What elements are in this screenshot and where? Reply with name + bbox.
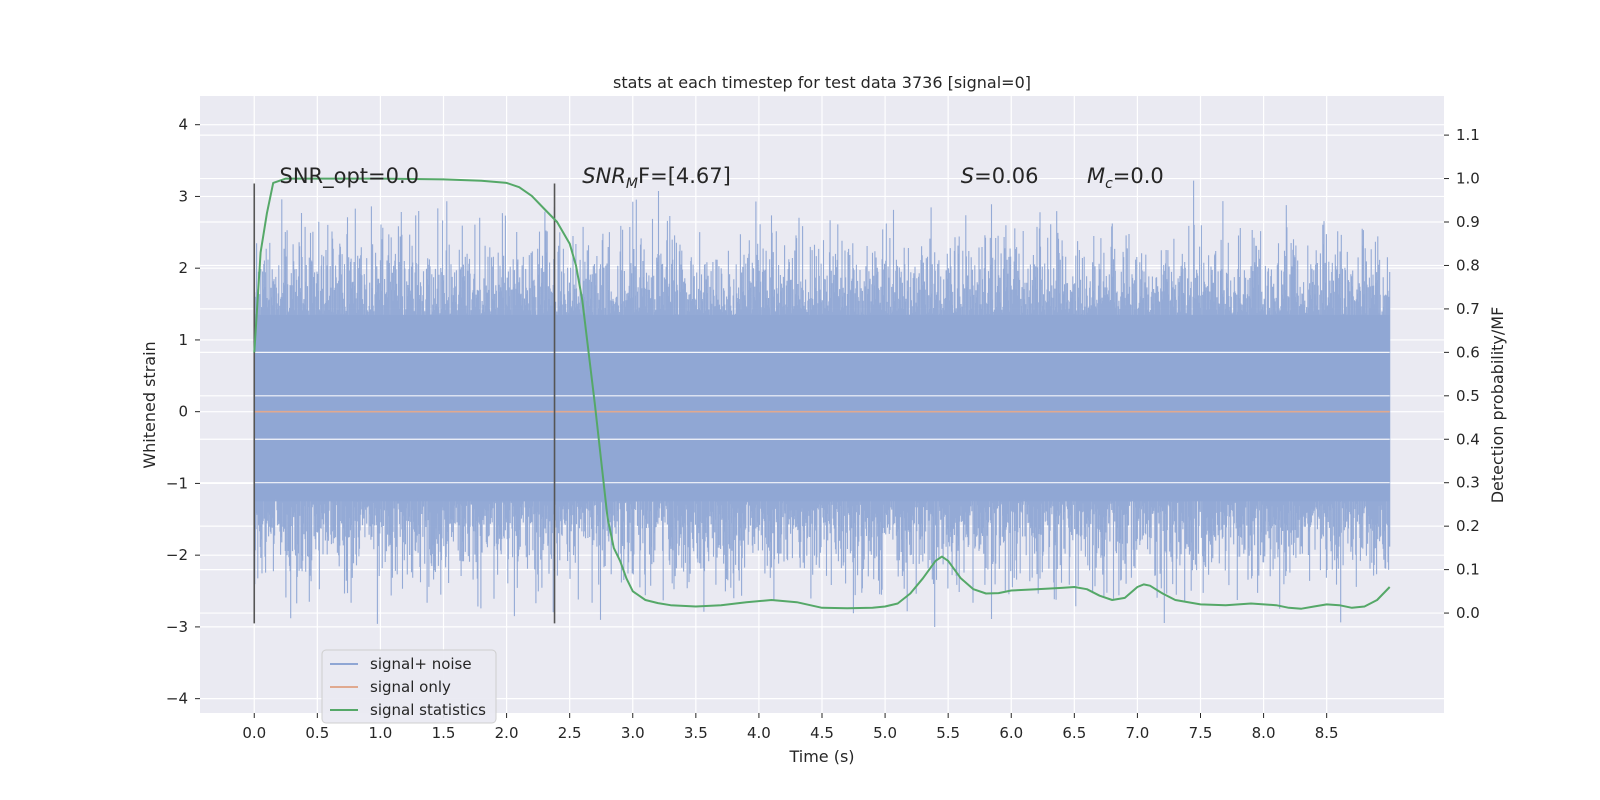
- series-signal-noise: [253, 180, 1391, 627]
- y-right-tick-label: 0.9: [1456, 213, 1480, 231]
- series-signal-statistics: [253, 177, 1391, 610]
- y-axis-right-label: Detection probability/MF: [1488, 307, 1507, 504]
- x-tick-label: 2.0: [495, 724, 519, 742]
- y-right-tick-label: 1.0: [1456, 170, 1480, 188]
- x-tick-label: 4.0: [747, 724, 771, 742]
- annotation: SNR_opt=0.0: [279, 164, 419, 189]
- y-right-tick-label: 0.3: [1456, 474, 1480, 492]
- x-axis-label: Time (s): [788, 747, 854, 766]
- x-tick-label: 1.5: [432, 724, 456, 742]
- series-lines: [253, 177, 1391, 624]
- x-tick-label: 2.5: [558, 724, 582, 742]
- y-tick-label: 1: [178, 331, 188, 349]
- y-right-tick-label: 1.1: [1456, 126, 1480, 144]
- y-right-tick-label: 0.8: [1456, 256, 1480, 274]
- x-tick-label: 8.5: [1315, 724, 1339, 742]
- y-tick-label: −4: [166, 690, 188, 708]
- x-tick-label: 7.5: [1189, 724, 1213, 742]
- y-right-tick-label: 0.5: [1456, 387, 1480, 405]
- x-tick-label: 1.0: [368, 724, 392, 742]
- x-tick-label: 5.0: [873, 724, 897, 742]
- legend: signal+ noise signal only signal statistic…: [321, 649, 497, 724]
- axis-ticks: 0.0 0.5 1.0 1.5 2.0 2.5 3.0 3.5 4.0 4.5 5.0 5.5 6.0 6…: [166, 116, 1480, 742]
- x-tick-label: 6.0: [999, 724, 1023, 742]
- annotation: S=0.06: [961, 164, 1039, 188]
- x-tick-label: 4.5: [810, 724, 834, 742]
- x-tick-label: 0.5: [305, 724, 329, 742]
- y-tick-label: 0: [178, 403, 188, 421]
- x-tick-label: 8.0: [1252, 724, 1276, 742]
- annotation: Mc=0.0: [1087, 164, 1164, 192]
- legend-label: signal statistics: [370, 701, 486, 719]
- y-tick-label: 4: [178, 116, 188, 134]
- chart-title: stats at each timestep for test data 373…: [613, 73, 1031, 92]
- x-tick-label: 0.0: [242, 724, 266, 742]
- y-tick-label: 3: [178, 187, 188, 205]
- y-tick-label: 2: [178, 259, 188, 277]
- legend-label: signal+ noise: [370, 655, 472, 673]
- y-tick-label: −1: [166, 474, 188, 492]
- y-tick-label: −3: [166, 618, 188, 636]
- y-right-tick-label: 0.4: [1456, 430, 1480, 448]
- y-axis-label: Whitened strain: [140, 341, 159, 468]
- legend-box: [321, 649, 497, 724]
- y-right-tick-label: 0.6: [1456, 343, 1480, 361]
- y-tick-label: −2: [166, 546, 188, 564]
- x-tick-label: 7.0: [1125, 724, 1149, 742]
- y-right-tick-label: 0.0: [1456, 604, 1480, 622]
- y-right-tick-label: 0.7: [1456, 300, 1480, 318]
- x-tick-label: 6.5: [1062, 724, 1086, 742]
- x-tick-label: 5.5: [936, 724, 960, 742]
- x-tick-label: 3.0: [621, 724, 645, 742]
- annotation: SNRMF=[4.67]: [582, 164, 731, 192]
- annotations: SNR_opt=0.0 SNRMF=[4.67] S=0.06 Mc=0.0: [279, 164, 1163, 192]
- legend-label: signal only: [370, 678, 451, 696]
- y-right-tick-label: 0.1: [1456, 561, 1480, 579]
- x-tick-label: 3.5: [684, 724, 708, 742]
- y-right-tick-label: 0.2: [1456, 517, 1480, 535]
